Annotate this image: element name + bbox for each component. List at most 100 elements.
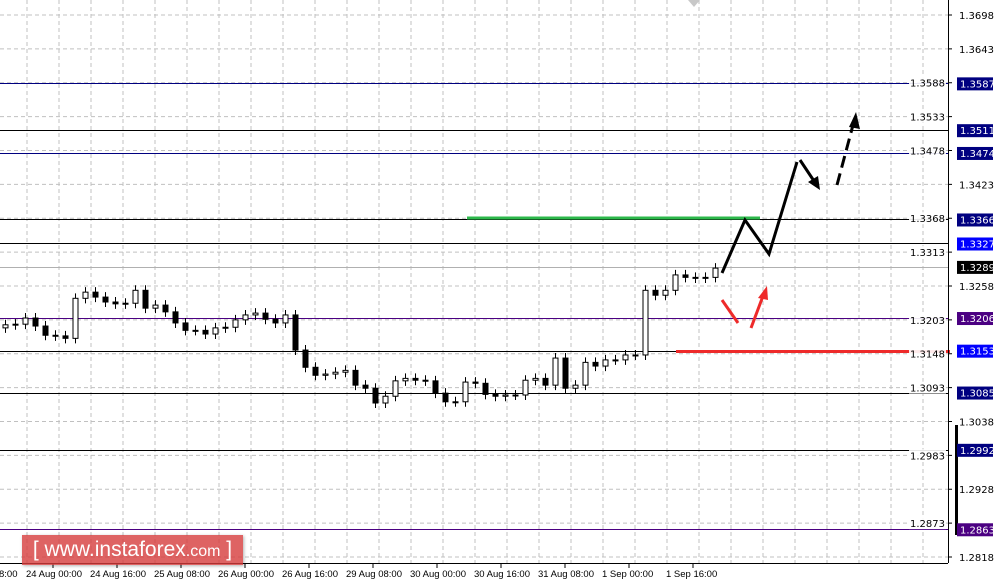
candle-body xyxy=(102,296,109,303)
candle xyxy=(42,321,49,341)
y-tick-label-backing xyxy=(909,313,946,326)
candle-body xyxy=(632,354,639,357)
candle xyxy=(642,285,649,360)
candle-body xyxy=(452,401,459,404)
candle-body xyxy=(482,382,489,395)
y-tick-label: 1.3698 xyxy=(959,11,994,22)
arrowhead-icon xyxy=(808,176,820,190)
y-tick-label: 1.2818 xyxy=(959,553,994,564)
candle-body xyxy=(242,314,249,321)
candle-body xyxy=(392,380,399,397)
x-tick-label: 30 Aug 16:00 xyxy=(474,569,530,580)
x-tick-label: 29 Aug 08:00 xyxy=(346,569,402,580)
y-tick-label: 1.2928 xyxy=(959,485,994,496)
candle xyxy=(662,285,669,301)
candle xyxy=(492,389,499,402)
candle xyxy=(612,354,619,365)
candle-body xyxy=(562,357,569,389)
candle xyxy=(362,380,369,394)
candle xyxy=(592,357,599,372)
y-tick-label-backing xyxy=(909,144,946,157)
candle-body xyxy=(422,379,429,382)
candle-body xyxy=(32,317,39,327)
candle xyxy=(682,269,689,283)
candle-body xyxy=(202,329,209,335)
watermark-text: www.instaforex xyxy=(44,538,186,561)
y-tick-label-backing xyxy=(909,76,946,89)
candle xyxy=(112,297,119,309)
scale-handle xyxy=(955,425,958,535)
candle-body xyxy=(92,291,99,298)
candle-body xyxy=(692,276,699,279)
candle xyxy=(212,322,219,340)
candle-body xyxy=(52,334,59,337)
y-tick-label: 1.3533 xyxy=(910,113,945,124)
alt-forecast-line xyxy=(720,299,740,324)
price-level-text: 1.2863 xyxy=(960,525,995,536)
price-level-text: 1.3587 xyxy=(960,79,995,90)
candle xyxy=(572,380,579,394)
y-tick-label: 1.3368 xyxy=(910,214,945,225)
price-level-text: 1.3153 xyxy=(960,347,995,358)
candle-body xyxy=(712,267,719,278)
candle-body xyxy=(322,373,329,376)
candle xyxy=(702,272,709,283)
price-level-text: 1.3085 xyxy=(960,389,995,400)
candle xyxy=(262,308,269,325)
x-tick-label: 24 Aug 00:00 xyxy=(26,569,82,580)
candle-body xyxy=(282,314,289,324)
candle xyxy=(302,345,309,373)
y-tick-label: 1.3148 xyxy=(910,350,945,361)
price-level-text: 1.3327 xyxy=(960,239,995,250)
y-tick-label-backing xyxy=(909,110,946,123)
price-level-text: 1.3474 xyxy=(960,149,995,160)
candle xyxy=(62,330,69,344)
candle xyxy=(282,309,289,328)
y-tick-label-backing xyxy=(909,381,946,394)
candle-body xyxy=(212,327,219,335)
candle-body xyxy=(512,394,519,397)
candle-body xyxy=(402,377,409,382)
candle-body xyxy=(592,361,599,367)
candle-body xyxy=(502,394,509,397)
x-tick-label: 1 Sep 00:00 xyxy=(602,569,653,580)
candle xyxy=(202,325,209,340)
candle-body xyxy=(182,322,189,331)
candle xyxy=(422,375,429,386)
candle xyxy=(192,325,199,336)
y-tick-label: 1.2873 xyxy=(910,519,945,530)
candle-body xyxy=(142,289,149,309)
price-level-label xyxy=(957,146,993,160)
candle xyxy=(712,263,719,283)
y-tick-label: 1.3093 xyxy=(910,384,945,395)
candle xyxy=(372,383,379,409)
candle-body xyxy=(622,354,629,361)
x-tick-label: 26 Aug 00:00 xyxy=(218,569,274,580)
candle-body xyxy=(172,311,179,324)
candle-body xyxy=(672,274,679,291)
candle-body xyxy=(682,274,689,278)
x-tick-label: 1 Sep 16:00 xyxy=(666,569,717,580)
candle xyxy=(672,269,679,296)
candle-body xyxy=(272,318,279,324)
candle-body xyxy=(222,326,229,329)
y-tick-label: 1.3588 xyxy=(910,79,945,90)
candle-body xyxy=(362,384,369,389)
candle xyxy=(502,390,509,402)
candle xyxy=(512,390,519,401)
price-level-label xyxy=(957,443,993,457)
candle xyxy=(22,313,29,330)
price-level-text: 1.3206 xyxy=(960,314,995,325)
candle xyxy=(272,314,279,328)
candle-body xyxy=(372,387,379,404)
x-tick-label: 24 Aug 16:00 xyxy=(90,569,146,580)
y-tick-label: 1.2983 xyxy=(910,451,945,462)
y-tick-label: 1.3478 xyxy=(910,146,945,157)
candle xyxy=(102,292,109,308)
candle-body xyxy=(72,297,79,339)
price-level-label xyxy=(957,260,993,274)
candle xyxy=(132,285,139,309)
candle xyxy=(472,377,479,389)
candle-body xyxy=(312,366,319,376)
